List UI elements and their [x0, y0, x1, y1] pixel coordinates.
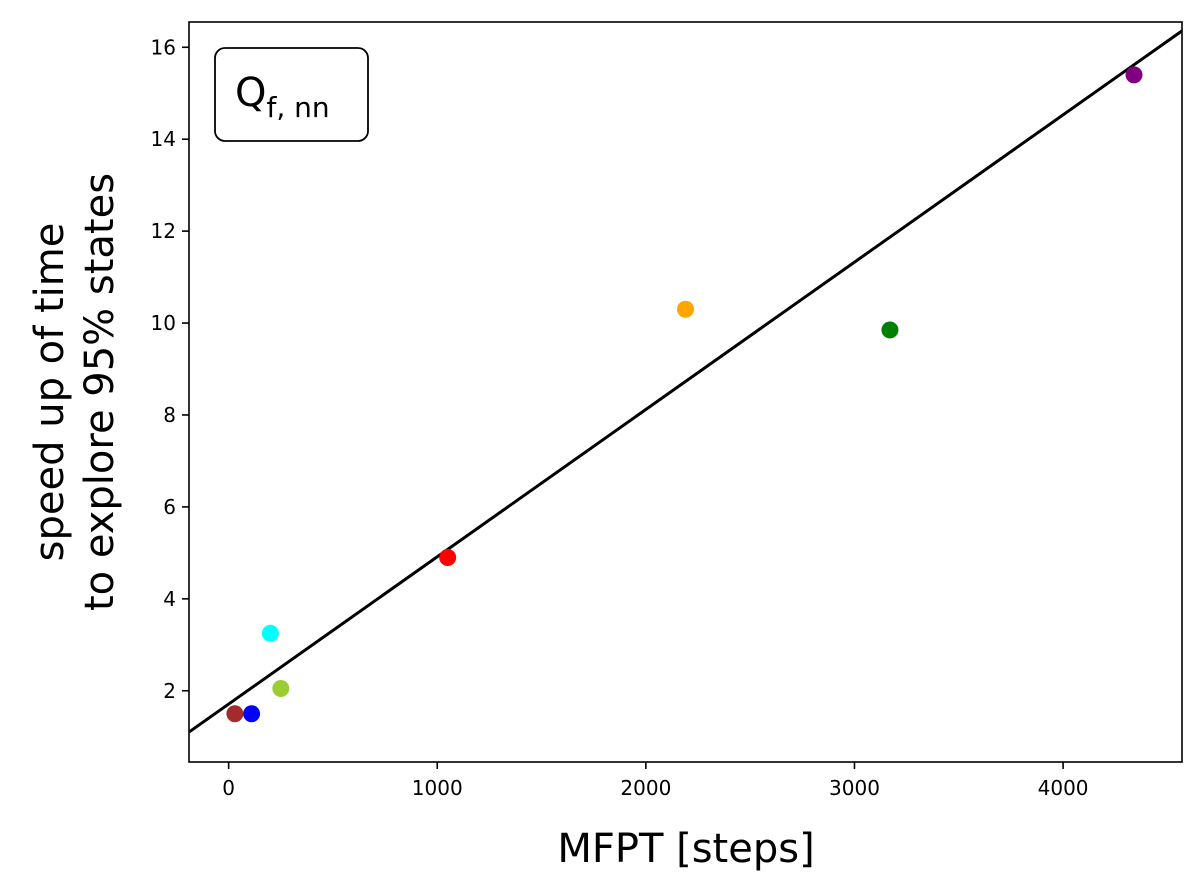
x-tick-label: 1000	[412, 776, 463, 800]
y-tick-label: 6	[163, 495, 176, 519]
data-point	[261, 624, 279, 642]
annotation-text: Qf, nn	[235, 70, 330, 124]
y-tick-label: 14	[151, 127, 176, 151]
data-point	[881, 321, 899, 339]
fit-line-layer	[189, 29, 1182, 734]
x-axis-label: MFPT [steps]	[557, 826, 814, 872]
x-tick-label: 0	[222, 776, 235, 800]
plot-frame	[188, 21, 1183, 763]
x-tick-label: 4000	[1038, 776, 1089, 800]
y-axis-label-line-2: to explore 95% states	[77, 173, 123, 611]
y-axis-label-line-1: speed up of time	[27, 223, 73, 562]
y-tick-label: 8	[163, 403, 176, 427]
y-tick-label: 12	[151, 219, 176, 243]
annotation-subscript: f, nn	[266, 91, 329, 124]
y-axis-ticks: 2 4 6 8 10 12 14 16	[151, 35, 189, 703]
data-point	[1125, 66, 1143, 84]
y-tick-label: 16	[151, 35, 176, 59]
annotation-main: Q	[235, 70, 266, 116]
y-tick-label: 2	[163, 679, 176, 703]
x-tick-label: 2000	[620, 776, 671, 800]
data-point	[439, 548, 457, 566]
y-axis-label: speed up of time to explore 95% states	[27, 173, 123, 611]
data-point	[243, 705, 261, 723]
data-point	[226, 705, 244, 723]
x-tick-label: 3000	[829, 776, 880, 800]
y-tick-label: 10	[151, 311, 176, 335]
annotation-box: Qf, nn	[214, 47, 369, 142]
annotation-frame	[214, 47, 369, 142]
data-point	[272, 679, 290, 697]
data-point	[677, 300, 694, 318]
y-tick-label: 4	[163, 587, 176, 611]
data-points-layer	[226, 66, 1143, 723]
fit-line	[189, 29, 1182, 734]
x-axis-ticks: 0 1000 2000 3000 4000	[222, 762, 1089, 800]
